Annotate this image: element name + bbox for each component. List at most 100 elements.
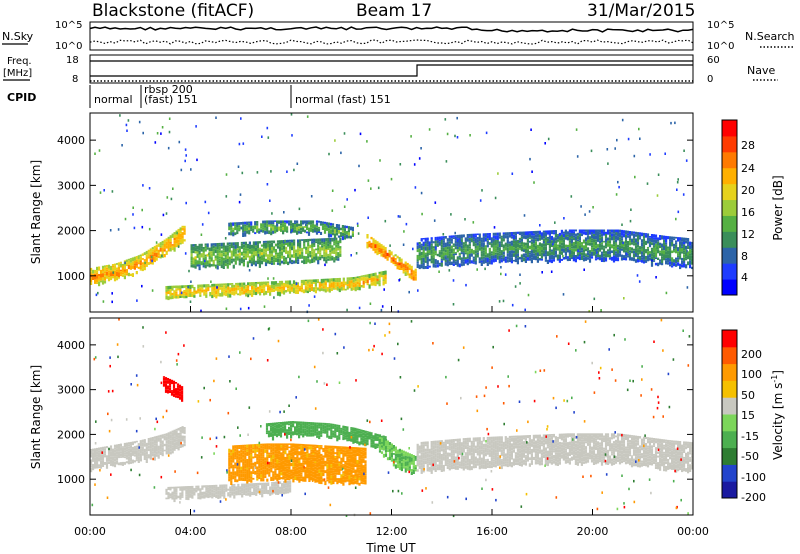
data-cell <box>580 244 583 248</box>
data-cell <box>360 431 363 434</box>
data-cell <box>683 261 686 264</box>
data-cell <box>153 438 156 440</box>
data-cell <box>620 240 624 244</box>
data-cell <box>131 450 134 453</box>
data-cell <box>328 427 331 431</box>
data-cell <box>274 229 277 234</box>
data-cell <box>536 233 539 238</box>
data-cell <box>286 456 289 460</box>
data-cell <box>290 289 294 292</box>
data-cell <box>588 231 592 235</box>
scatter-cell <box>464 218 466 221</box>
data-cell <box>248 244 251 250</box>
data-cell <box>298 421 301 423</box>
scatter-cell <box>184 148 187 151</box>
scatter-cell <box>240 226 243 230</box>
data-cell <box>115 448 119 452</box>
data-cell <box>216 255 219 260</box>
data-cell <box>675 248 678 254</box>
data-cell <box>432 466 435 471</box>
data-cell <box>211 283 214 287</box>
data-cell <box>252 450 255 453</box>
data-cell <box>268 257 272 261</box>
data-cell <box>428 459 431 462</box>
data-cell <box>225 292 228 297</box>
data-cell <box>642 261 646 264</box>
data-cell <box>512 239 515 241</box>
data-cell <box>274 249 278 253</box>
scatter-cell <box>229 222 232 225</box>
data-cell <box>652 245 656 248</box>
data-cell <box>304 458 307 461</box>
data-cell <box>251 486 254 489</box>
scatter-cell <box>266 183 269 186</box>
scatter-cell <box>305 223 307 227</box>
data-cell <box>677 247 680 252</box>
data-cell <box>335 237 338 240</box>
data-cell <box>448 463 451 466</box>
data-cell <box>260 259 264 261</box>
data-cell <box>221 491 224 495</box>
data-cell <box>243 488 246 493</box>
data-cell <box>255 287 258 293</box>
data-cell <box>580 252 583 256</box>
data-cell <box>151 453 154 457</box>
data-cell <box>340 457 343 461</box>
data-cell <box>320 446 323 450</box>
data-cell <box>296 428 299 433</box>
data-cell <box>572 229 575 232</box>
data-cell <box>334 456 337 458</box>
data-cell <box>292 466 295 470</box>
data-cell <box>636 235 640 239</box>
data-cell <box>220 257 223 260</box>
data-cell <box>344 426 347 429</box>
data-cell <box>478 237 481 242</box>
data-cell <box>98 274 101 277</box>
data-cell <box>314 472 317 475</box>
data-cell <box>378 444 382 449</box>
data-cell <box>518 244 521 249</box>
data-cell <box>262 229 265 233</box>
data-cell <box>202 259 205 263</box>
data-cell <box>234 224 237 227</box>
data-cell <box>348 435 351 439</box>
data-cell <box>338 456 341 459</box>
data-cell <box>661 263 664 266</box>
data-cell <box>167 441 170 445</box>
data-cell <box>436 464 439 467</box>
data-cell <box>330 435 333 440</box>
scatter-cell <box>184 252 187 255</box>
data-cell <box>328 278 331 283</box>
data-cell <box>560 248 563 252</box>
data-cell <box>131 452 134 456</box>
data-cell <box>344 431 347 436</box>
data-cell <box>271 486 274 491</box>
data-cell <box>231 291 234 295</box>
data-cell <box>358 477 361 481</box>
data-cell <box>242 262 245 267</box>
data-cell <box>232 248 235 253</box>
data-cell <box>238 258 241 263</box>
data-cell <box>155 435 158 438</box>
data-cell <box>374 436 377 441</box>
data-cell <box>269 432 273 437</box>
data-cell <box>294 224 297 228</box>
data-cell <box>252 469 255 472</box>
data-cell <box>177 232 180 236</box>
data-cell <box>243 492 246 495</box>
data-cell <box>520 246 523 252</box>
data-cell <box>514 240 517 244</box>
data-cell <box>256 223 259 226</box>
data-cell <box>278 450 281 455</box>
scatter-cell <box>600 309 602 312</box>
data-cell <box>320 456 323 461</box>
power-panel-frame <box>89 112 694 313</box>
data-cell <box>614 253 618 257</box>
data-cell <box>271 422 275 427</box>
data-cell <box>474 233 477 236</box>
data-cell <box>464 243 467 247</box>
data-cell <box>315 225 319 228</box>
data-cell <box>420 441 423 445</box>
data-cell <box>316 476 319 480</box>
data-cell <box>96 459 99 462</box>
